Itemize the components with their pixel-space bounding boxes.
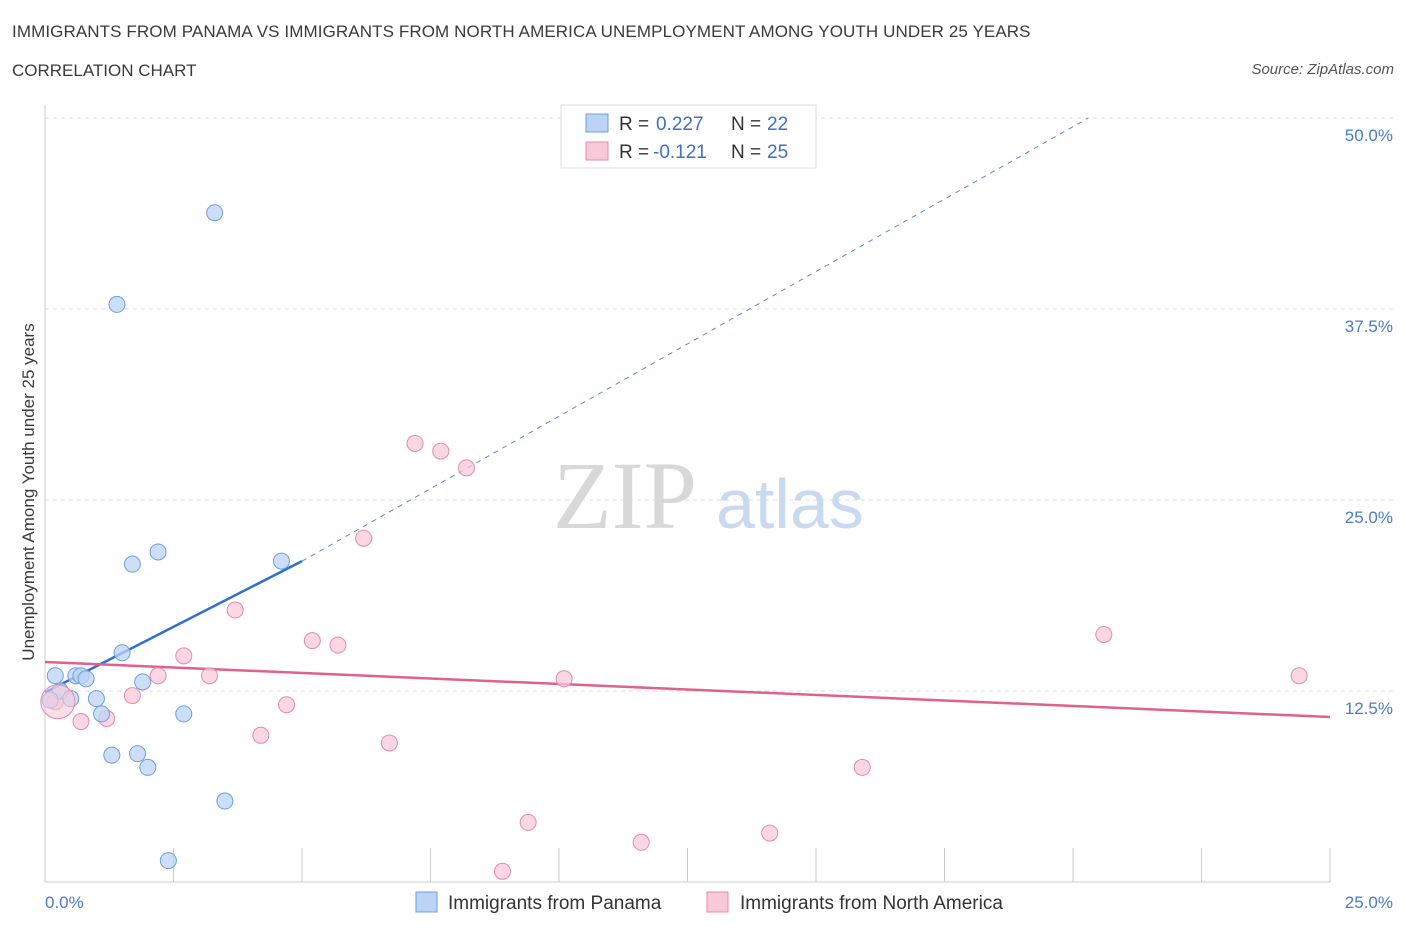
- point-panama-8: [103, 746, 121, 764]
- point-panama-10: [113, 644, 131, 662]
- point-north-america-19: [555, 670, 573, 688]
- point-north-america-5: [175, 647, 193, 665]
- point-north-america-14: [406, 434, 424, 452]
- point-north-america-7: [226, 601, 244, 619]
- point-panama-6: [87, 690, 105, 708]
- point-panama-7: [93, 705, 111, 723]
- point-north-america-3: [123, 687, 141, 705]
- bottom-legend-swatch-north-america: [706, 891, 729, 913]
- legend-r-label-north-america: R =: [619, 142, 649, 163]
- point-north-america-23: [1095, 625, 1113, 643]
- point-north-america-16: [457, 459, 475, 477]
- point-north-america-4: [149, 667, 167, 685]
- point-north-america-15: [432, 442, 450, 460]
- point-panama-15: [149, 543, 167, 561]
- watermark-atlas: atlas: [716, 465, 864, 543]
- point-cluster-origin: [40, 684, 76, 720]
- watermark-zip: ZIP: [553, 442, 697, 549]
- point-north-america-22: [853, 758, 871, 776]
- source-credit: Source: ZipAtlas.com: [1251, 61, 1394, 78]
- legend-r-value-north-america: -0.121: [653, 142, 707, 163]
- point-north-america-20: [632, 833, 650, 851]
- point-north-america-21: [761, 824, 779, 842]
- bottom-legend-label-north-america: Immigrants from North America: [740, 893, 1003, 914]
- bottom-legend-swatch-panama: [415, 891, 438, 913]
- legend-r-label-panama: R =: [619, 114, 649, 135]
- x-tick-label-0: 0.0%: [45, 893, 84, 912]
- point-panama-17: [175, 705, 193, 723]
- legend-n-value-north-america: 25: [767, 142, 788, 163]
- point-panama-14: [139, 758, 157, 776]
- point-north-america-18: [519, 813, 537, 831]
- point-panama-19: [216, 792, 234, 810]
- point-north-america-8: [252, 726, 270, 744]
- point-north-america-17: [493, 862, 511, 880]
- y-tick-label-1: 25.0%: [1345, 508, 1393, 527]
- point-panama-13: [134, 673, 152, 691]
- legend-n-label-panama: N =: [731, 114, 761, 135]
- data-points: [40, 204, 1308, 880]
- legend-swatch-north-america: [585, 141, 609, 161]
- correlation-legend: R = 0.227 N = 22 R = -0.121 N = 25: [560, 104, 817, 169]
- series-legend: Immigrants from Panama Immigrants from N…: [415, 891, 1003, 914]
- point-panama-16: [159, 852, 177, 870]
- y-tick-label-2: 37.5%: [1345, 317, 1393, 336]
- legend-n-value-panama: 22: [767, 114, 788, 135]
- legend-n-label-north-america: N =: [731, 142, 761, 163]
- trend-line-panama-dashed: [301, 117, 1089, 562]
- bottom-legend-label-panama: Immigrants from Panama: [448, 893, 662, 914]
- point-panama-20: [272, 552, 290, 570]
- x-tick-label-1: 25.0%: [1345, 893, 1393, 912]
- trend-line-north-america: [44, 660, 1331, 719]
- point-panama-11: [123, 555, 141, 573]
- legend-r-value-panama: 0.227: [656, 114, 704, 135]
- y-axis-label: Unemployment Among Youth under 25 years: [19, 323, 38, 660]
- point-north-america-9: [278, 696, 296, 714]
- chart-subtitle: CORRELATION CHART: [12, 61, 197, 80]
- point-panama-5: [77, 670, 95, 688]
- point-north-america-6: [200, 667, 218, 685]
- point-north-america-10: [303, 632, 321, 650]
- grid-lines: [45, 117, 1395, 692]
- watermark: ZIP atlas: [553, 442, 864, 549]
- point-north-america-13: [380, 734, 398, 752]
- point-north-america-1: [72, 713, 90, 731]
- point-panama-0: [46, 667, 64, 685]
- point-panama-18: [206, 204, 224, 222]
- point-north-america-24: [1290, 667, 1308, 685]
- y-tick-label-3: 50.0%: [1345, 126, 1393, 145]
- point-panama-12: [129, 745, 147, 763]
- y-tick-label-0: 12.5%: [1345, 699, 1393, 718]
- point-north-america-11: [329, 636, 347, 654]
- chart-title: IMMIGRANTS FROM PANAMA VS IMMIGRANTS FRO…: [12, 22, 1031, 41]
- point-panama-9: [108, 295, 126, 313]
- point-north-america-12: [355, 529, 373, 547]
- tick-labels: 12.5% 25.0% 37.5% 50.0% 0.0% 25.0%: [45, 126, 1393, 912]
- trend-lines: [44, 117, 1331, 719]
- legend-swatch-panama: [585, 113, 609, 133]
